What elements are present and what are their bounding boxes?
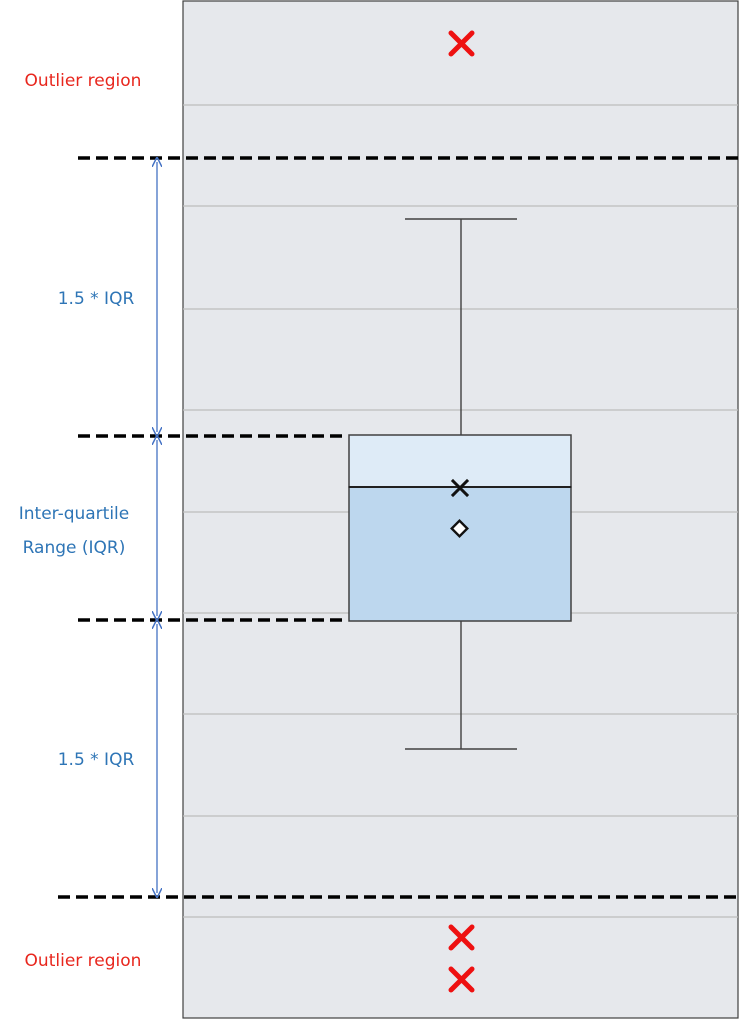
box-lower-quartile	[348, 486, 572, 622]
red-x-icon	[448, 924, 475, 951]
diamond-icon	[450, 519, 469, 538]
upper-iqr-label: 1.5 * IQR	[58, 289, 135, 309]
iqr-label-line2: Range (IQR)	[23, 538, 126, 558]
lower-iqr-label: 1.5 * IQR	[58, 750, 135, 770]
red-x-icon	[448, 30, 475, 57]
x-mark-icon	[450, 478, 470, 498]
box-upper-quartile	[348, 434, 572, 488]
outlier-region-top-label: Outlier region	[25, 71, 142, 91]
whiskers	[405, 218, 517, 750]
threshold-lines	[58, 156, 738, 899]
red-x-icon	[448, 966, 475, 993]
iqr-label-line1: Inter-quartile	[19, 504, 130, 524]
outlier-region-bottom-label: Outlier region	[25, 951, 142, 971]
